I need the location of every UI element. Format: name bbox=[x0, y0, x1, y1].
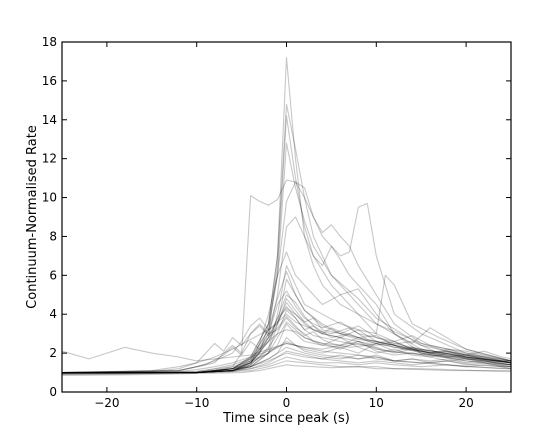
series-line-33 bbox=[62, 270, 511, 374]
series-line-1 bbox=[62, 57, 512, 374]
series-line-31 bbox=[61, 340, 511, 374]
y-tick-label-7: 14 bbox=[42, 113, 57, 127]
series-line-5 bbox=[61, 179, 512, 374]
series-line-8 bbox=[62, 251, 512, 374]
series-line-10 bbox=[61, 278, 512, 375]
series-line-15 bbox=[62, 323, 512, 374]
x-tick-label-1: −10 bbox=[184, 396, 209, 410]
ticks-layer: −20 −10 0 10 20 0 2 4 6 8 10 12 14 16 18 bbox=[42, 35, 511, 410]
y-axis-label: Continuum-Normalised Rate bbox=[25, 125, 40, 309]
series-line-30 bbox=[62, 307, 512, 374]
y-tick-label-1: 2 bbox=[49, 346, 57, 360]
series-line-26 bbox=[62, 309, 512, 374]
series-line-34 bbox=[62, 294, 512, 374]
series-line-28 bbox=[62, 346, 511, 374]
series-line-16 bbox=[61, 329, 512, 374]
y-tick-label-2: 4 bbox=[49, 307, 57, 321]
series-line-27 bbox=[61, 315, 512, 374]
series-line-29 bbox=[61, 350, 512, 375]
y-tick-label-6: 12 bbox=[42, 152, 57, 166]
series-line-7 bbox=[62, 216, 512, 374]
series-line-23 bbox=[62, 352, 511, 374]
series-line-2 bbox=[62, 103, 512, 374]
series-line-14 bbox=[61, 317, 512, 374]
series-line-12 bbox=[61, 313, 512, 374]
series-line-11 bbox=[61, 342, 512, 370]
x-tick-label-4: 20 bbox=[458, 396, 473, 410]
series-line-3 bbox=[61, 115, 512, 375]
series-line-32 bbox=[62, 321, 511, 374]
y-tick-label-8: 16 bbox=[42, 74, 57, 88]
y-tick-label-5: 10 bbox=[42, 191, 57, 205]
x-tick-label-2: 0 bbox=[283, 396, 291, 410]
y-tick-label-3: 6 bbox=[49, 268, 57, 282]
series-line-19 bbox=[61, 360, 511, 376]
series-line-18 bbox=[61, 356, 511, 375]
y-tick-label-4: 8 bbox=[49, 229, 57, 243]
series-line-25 bbox=[62, 298, 512, 374]
x-axis-label: Time since peak (s) bbox=[222, 411, 350, 426]
series-line-20 bbox=[61, 364, 511, 377]
y-tick-label-0: 0 bbox=[49, 385, 57, 399]
series-line-24 bbox=[62, 290, 512, 374]
series-line-22 bbox=[62, 340, 512, 374]
series-line-6 bbox=[62, 181, 512, 374]
x-tick-label-0: −20 bbox=[94, 396, 119, 410]
y-tick-label-9: 18 bbox=[42, 35, 57, 49]
series-line-9 bbox=[62, 265, 512, 374]
series-line-4 bbox=[62, 142, 512, 374]
series-line-17 bbox=[61, 337, 511, 376]
series-line-21 bbox=[61, 302, 512, 374]
series-layer bbox=[61, 57, 512, 377]
series-line-13 bbox=[61, 305, 512, 374]
x-tick-label-3: 10 bbox=[369, 396, 384, 410]
